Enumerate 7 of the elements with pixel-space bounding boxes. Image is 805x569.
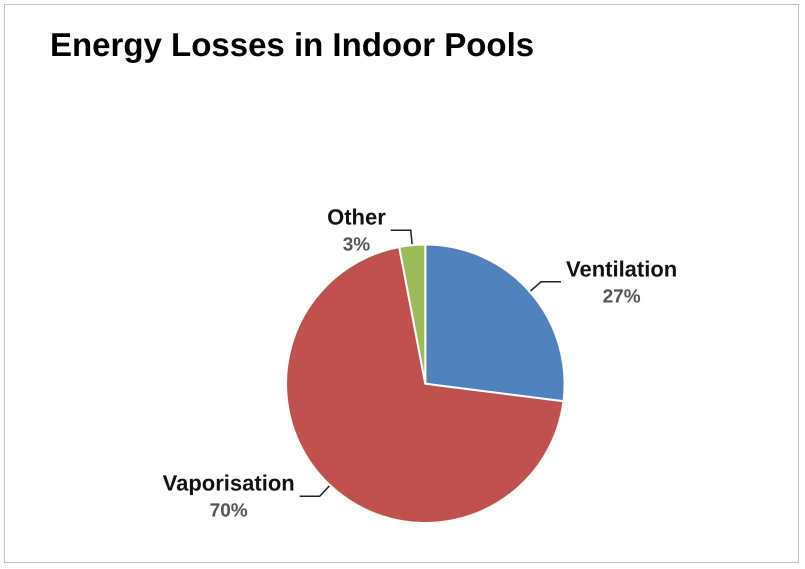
data-label: 27% — [602, 286, 641, 308]
slice-label: Ventilation — [566, 256, 678, 282]
slice-label: Other — [327, 204, 386, 230]
slice-label: Vaporisation — [162, 470, 295, 496]
data-label: 3% — [342, 234, 370, 256]
chart-title: Energy Losses in Indoor Pools — [50, 26, 534, 63]
data-label: 70% — [210, 500, 248, 522]
